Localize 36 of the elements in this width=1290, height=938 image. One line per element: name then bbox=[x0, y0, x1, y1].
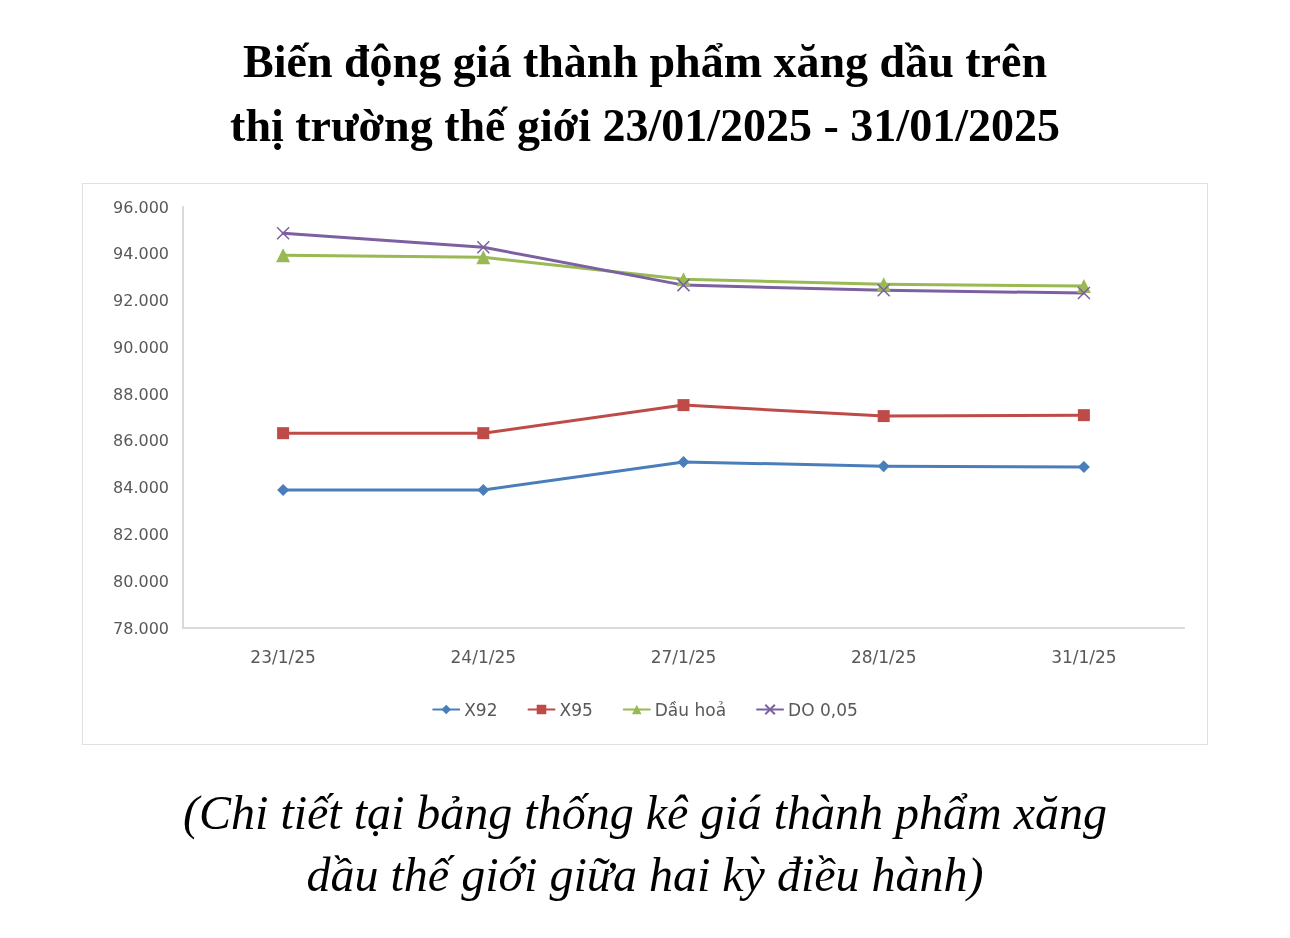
point bbox=[1077, 286, 1091, 300]
chart-title: Biến động giá thành phẩm xăng dầu trên thị trường thế giới 23/01/2025 - 31/01/2025 bbox=[229, 35, 1061, 153]
point bbox=[276, 226, 290, 240]
point bbox=[476, 240, 491, 254]
legend-label: Dầu hoả bbox=[654, 699, 727, 720]
y-tick-label: 78.000 bbox=[113, 618, 169, 638]
legend-label: DO 0,05 bbox=[788, 699, 858, 720]
y-tick-label: 90.000 bbox=[113, 337, 169, 357]
point bbox=[1077, 409, 1090, 422]
y-tick-label: 88.000 bbox=[113, 384, 169, 404]
y-tick-label: 84.000 bbox=[113, 478, 169, 498]
x-tick-label: 24/1/25 bbox=[450, 646, 517, 667]
x-tick-label: 23/1/25 bbox=[250, 646, 316, 667]
y-tick-label: 82.000 bbox=[113, 524, 169, 544]
y-tick-label: 94.000 bbox=[113, 244, 169, 264]
point bbox=[477, 427, 490, 440]
point bbox=[276, 248, 291, 263]
x-tick-label: 27/1/25 bbox=[650, 646, 717, 667]
legend-label: X95 bbox=[559, 699, 593, 720]
y-tick-label: 86.000 bbox=[113, 431, 169, 451]
point bbox=[676, 278, 691, 292]
y-tick-label: 96.000 bbox=[113, 197, 169, 217]
point bbox=[277, 427, 290, 440]
x-tick-label: 28/1/25 bbox=[850, 646, 917, 667]
point bbox=[476, 250, 491, 265]
point bbox=[877, 410, 890, 423]
y-tick-label: 92.000 bbox=[113, 291, 169, 311]
point bbox=[877, 460, 890, 473]
y-tick-label: 80.000 bbox=[113, 571, 169, 591]
point bbox=[477, 484, 490, 497]
text: (Chi tiết tại bảng thống kê giá thành phẩm xăng dầu thế giới giữa hai kỳ điều hành) bbox=[182, 785, 1108, 904]
point bbox=[677, 399, 690, 412]
x-tick-label: 31/1/25 bbox=[1051, 646, 1117, 667]
point bbox=[876, 283, 891, 298]
legend-label: X92 bbox=[464, 699, 498, 720]
point bbox=[677, 455, 690, 468]
